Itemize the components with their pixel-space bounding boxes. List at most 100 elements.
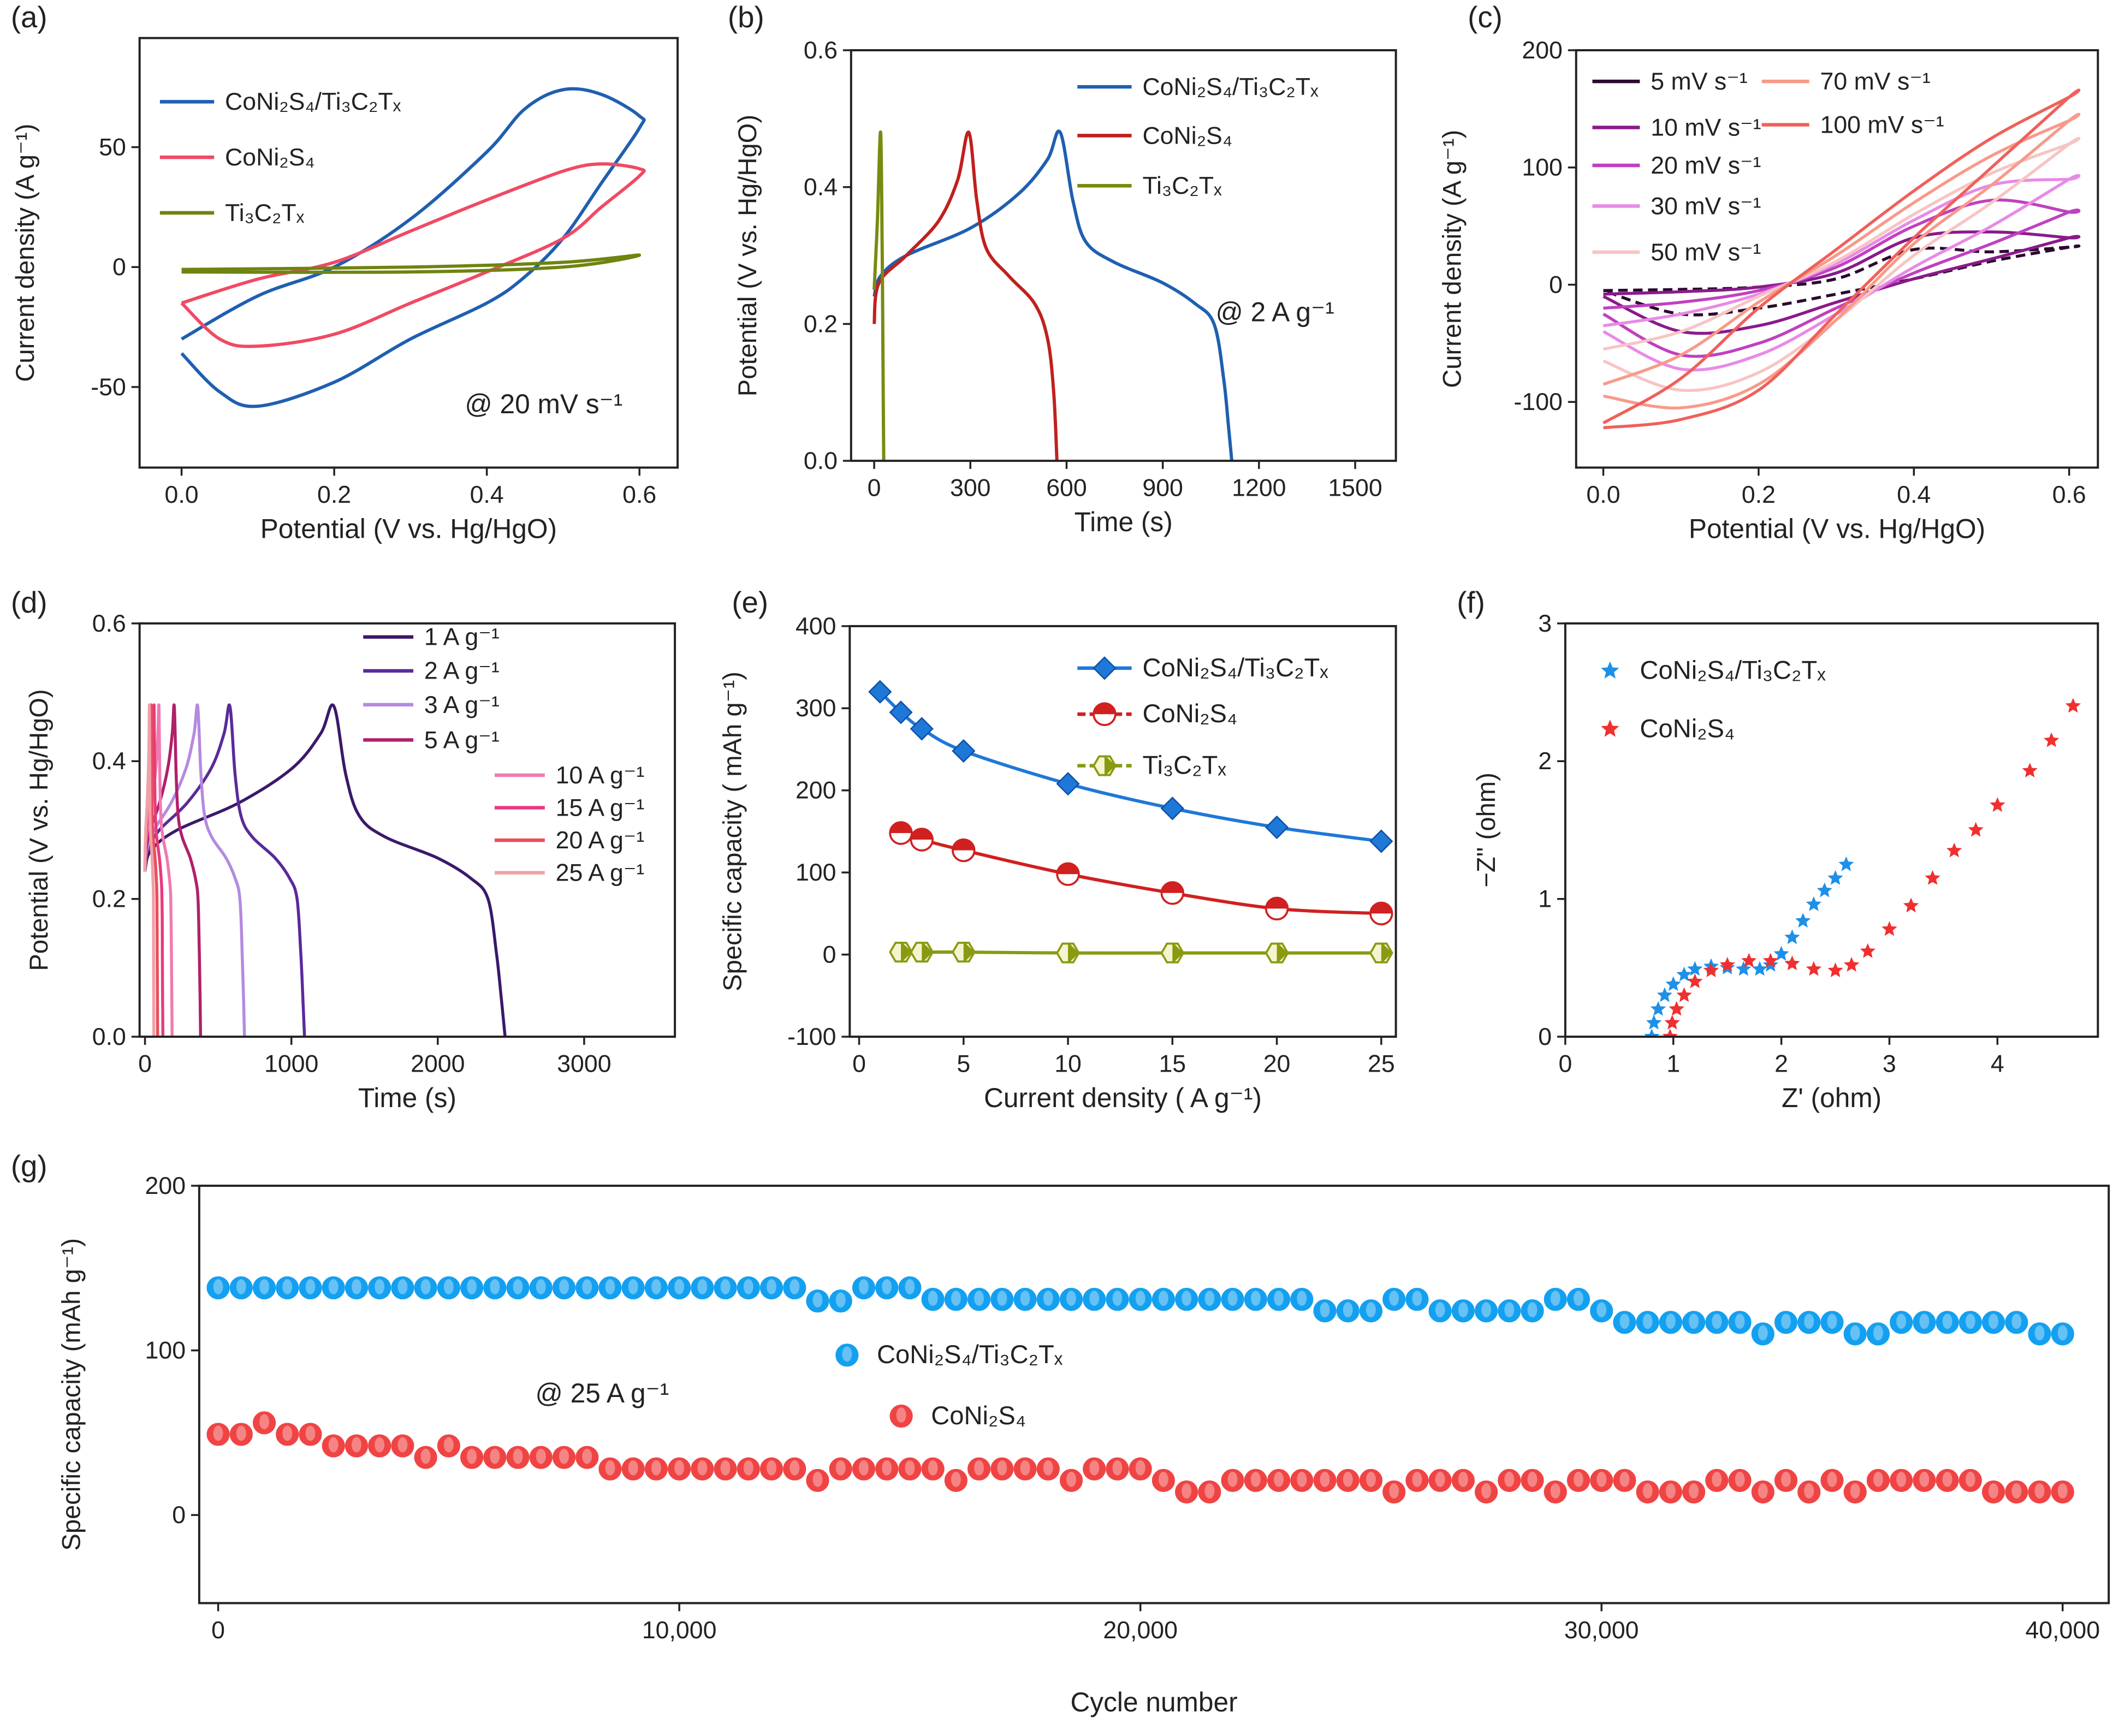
series-1-point	[1682, 1480, 1706, 1504]
legend-item: 2 A g⁻¹	[363, 658, 500, 685]
series-0-point	[1474, 1299, 1498, 1323]
series-0-point	[1687, 961, 1703, 976]
series-1-point	[1936, 1469, 1959, 1492]
series-1-point	[1498, 1469, 1521, 1492]
panel-label: (a)	[11, 1, 48, 34]
series-0-point	[1151, 1288, 1175, 1311]
legend-item: CoNi₂S₄/Ti₃C₂Tₓ	[1077, 74, 1319, 100]
x-tick-label: 2000	[411, 1051, 465, 1078]
legend-item: 70 mV s⁻¹	[1761, 68, 1931, 95]
legend-item: 15 A g⁻¹	[494, 794, 645, 821]
y-tick-label: 200	[796, 777, 836, 804]
series-0-point	[1913, 1311, 1936, 1334]
series-1-point	[1267, 1469, 1291, 1492]
series-1-point	[1359, 1469, 1383, 1492]
series-0-point	[1106, 1288, 1129, 1311]
series-1-point	[910, 828, 934, 852]
series-1-point	[506, 1446, 530, 1469]
series-0-point	[276, 1276, 299, 1300]
y-tick-label: 2	[1538, 748, 1552, 775]
series-0-point	[1795, 913, 1811, 928]
plot-area	[180, 87, 646, 408]
series-0-point	[1313, 1299, 1337, 1323]
series-0-point	[1820, 1311, 1844, 1334]
x-tick-label: 1000	[264, 1051, 318, 1078]
legend-label: CoNi₂S₄/Ti₃C₂Tₓ	[225, 88, 401, 115]
axes-frame	[138, 622, 676, 1038]
y-tick-label: 0.0	[92, 1024, 126, 1050]
panel-label: (b)	[728, 1, 764, 34]
series-1-point	[1244, 1469, 1267, 1492]
legend-item: 3 A g⁻¹	[363, 692, 500, 718]
series-2-line	[1602, 198, 2081, 358]
legend: CoNi₂S₄/Ti₃C₂Tₓ CoNi₂S₄	[1601, 656, 1826, 742]
y-tick-label: 100	[145, 1337, 186, 1364]
series-1-point	[783, 1457, 806, 1481]
plot-area	[143, 703, 507, 1037]
series-1-point	[1083, 1457, 1106, 1481]
x-axis-label: Potential (V vs. Hg/HgO)	[1689, 514, 1985, 544]
y-tick-label: 3	[1538, 610, 1552, 637]
legend-label: CoNi₂S₄	[1142, 699, 1237, 728]
series-0-point	[299, 1276, 322, 1300]
series-1-point	[1820, 1469, 1844, 1492]
y-tick-label: 0.4	[804, 174, 838, 201]
series-1-point	[1705, 1469, 1729, 1492]
axes-frame	[198, 1185, 2110, 1604]
legend-label: 20 A g⁻¹	[556, 827, 645, 854]
series-2-point	[1055, 942, 1080, 964]
series-0-point	[1705, 1311, 1729, 1334]
y-tick-label: 0.4	[92, 748, 126, 775]
x-axis-label: Cycle number	[1070, 1687, 1237, 1717]
series-0-point	[967, 1288, 991, 1311]
series-0-point	[691, 1276, 714, 1300]
x-tick-label: 10,000	[642, 1617, 717, 1644]
y-tick-label: 0.2	[804, 311, 838, 337]
legend-label: 15 A g⁻¹	[556, 794, 645, 821]
x-tick-label: 3	[1883, 1051, 1896, 1078]
series-1-point	[806, 1469, 829, 1492]
series-0-point	[1175, 1288, 1198, 1311]
series-0-point	[322, 1276, 345, 1300]
series-0-point	[1817, 882, 1832, 897]
legend-item: 1 A g⁻¹	[363, 624, 500, 651]
legend-label: Ti₃C₂Tₓ	[1142, 750, 1226, 779]
legend-item: 25 A g⁻¹	[494, 860, 644, 887]
series-2-point	[951, 941, 976, 963]
series-0-point	[668, 1276, 691, 1300]
series-1-line	[180, 162, 646, 348]
legend-label: 5 A g⁻¹	[424, 727, 500, 753]
series-0-point	[1336, 1299, 1360, 1323]
series-1-point	[529, 1446, 553, 1469]
series-0-point	[1590, 1299, 1613, 1323]
panel-label: (d)	[11, 586, 48, 619]
legend-item: Ti₃C₂Tₓ	[159, 200, 305, 227]
legend: CoNi₂S₄/Ti₃C₂Tₓ CoNi₂S₄ Ti₃C₂Tₓ	[159, 88, 401, 227]
series-1-point	[1544, 1480, 1567, 1504]
series-1-point	[1382, 1480, 1406, 1504]
legend-marker	[1092, 754, 1117, 777]
series-0-point	[1160, 796, 1184, 821]
series-0-point	[644, 1276, 668, 1300]
x-tick-label: 20	[1263, 1051, 1291, 1078]
series-1-point	[552, 1446, 576, 1469]
series-0-point	[1644, 1028, 1660, 1037]
series-1-point	[1946, 842, 1962, 858]
series-1-point	[483, 1446, 507, 1469]
x-tick-label: 0	[1558, 1051, 1572, 1078]
series-1-point	[1336, 1469, 1360, 1492]
series-1-point	[1827, 962, 1843, 978]
series-1-point	[1719, 956, 1735, 972]
series-1-point	[1703, 962, 1719, 978]
plot-area	[206, 1276, 2074, 1504]
series-1-point	[2044, 732, 2059, 747]
x-tick-label: 5	[957, 1051, 970, 1078]
y-tick-label: 50	[99, 134, 126, 160]
series-1-point	[1881, 921, 1897, 936]
x-axis-label: Z' (ohm)	[1782, 1083, 1881, 1113]
y-axis-label: Current density (A g⁻¹)	[1438, 130, 1467, 388]
series-1-point	[1106, 1457, 1129, 1481]
series-0-point	[852, 1276, 876, 1300]
series-1-point	[368, 1434, 391, 1458]
